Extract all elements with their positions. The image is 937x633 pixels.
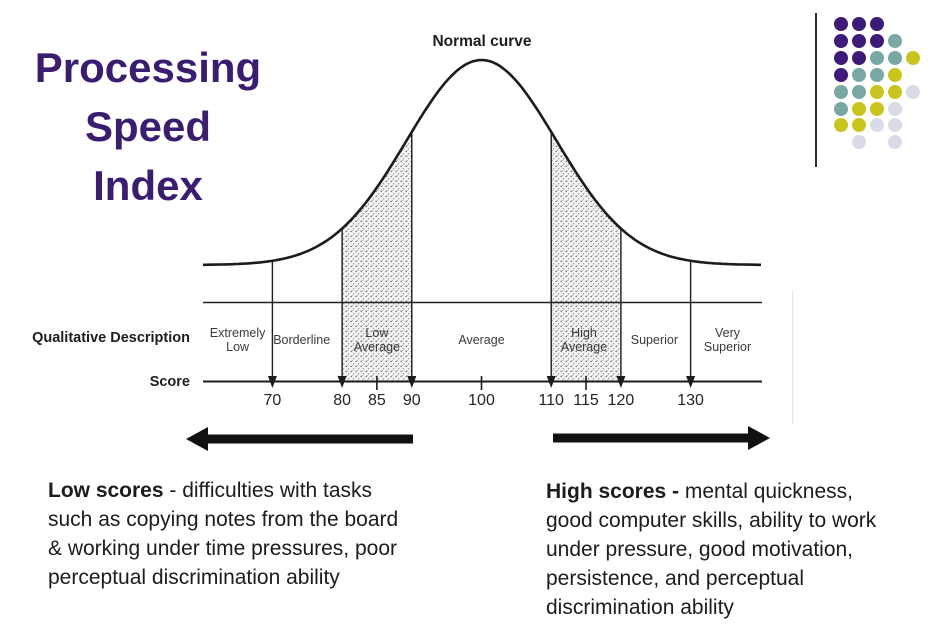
decoration-dot	[888, 101, 902, 116]
decoration-dot	[888, 50, 902, 65]
decoration-dot	[888, 33, 902, 48]
qualitative-description-label: Qualitative Description	[32, 330, 190, 346]
score-tick-label: 100	[468, 392, 495, 409]
region-label: Superior	[630, 333, 679, 347]
decoration-dot	[870, 17, 884, 31]
score-tick-label: 80	[333, 392, 351, 409]
decoration-vertical-line	[815, 13, 817, 167]
decoration-dot	[834, 17, 848, 31]
decoration-dot	[852, 50, 866, 65]
decoration-dot	[906, 50, 920, 65]
bell-curve	[203, 58, 761, 267]
decoration-dot	[870, 67, 884, 82]
note-line: under pressure, good motivation,	[546, 538, 854, 561]
decoration-dot	[906, 84, 920, 99]
score-tick-label: 115	[573, 392, 599, 409]
decoration-dot	[888, 67, 902, 82]
decoration-dot	[852, 118, 866, 133]
decoration-dot	[852, 84, 866, 99]
note-line: perceptual discrimination ability	[48, 566, 340, 589]
region-label: Average	[458, 333, 505, 347]
high-scores-arrow	[553, 426, 770, 450]
decoration-dot	[834, 118, 848, 133]
decoration-dot	[870, 84, 884, 99]
decoration-dot	[852, 101, 866, 116]
score-tick-label: 90	[402, 392, 421, 409]
note-line: discrimination ability	[546, 596, 734, 619]
score-axis-label: Score	[149, 374, 190, 390]
region-label: Extremely Low	[209, 326, 266, 354]
score-tick-label: 70	[263, 392, 282, 409]
note-line: persistence, and perceptual	[546, 567, 804, 590]
curve-title-label: Normal curve	[432, 33, 532, 50]
decoration-dot	[870, 118, 884, 133]
low-scores-arrow	[186, 427, 413, 451]
score-tick-label: 85	[367, 392, 386, 409]
decoration-dot	[834, 50, 848, 65]
region-label: Very Superior	[703, 326, 752, 354]
score-tick-label: 130	[677, 392, 704, 409]
decoration-dot	[870, 33, 884, 48]
decoration-dot	[888, 84, 902, 99]
decoration-dot	[870, 50, 884, 65]
note-line: good computer skills, ability to work	[546, 509, 877, 532]
decoration-dot	[852, 67, 866, 82]
decoration-dot	[888, 118, 902, 133]
note-line: High scores - mental quickness,	[546, 480, 853, 503]
slide-title: Processing Speed Index	[34, 44, 262, 209]
decoration-dot	[834, 67, 848, 82]
score-tick-label: 110	[538, 392, 564, 409]
decoration-dot	[870, 101, 884, 116]
note-line: Low scores - difficulties with tasks	[48, 479, 373, 502]
decoration-dot	[852, 33, 866, 48]
decoration-dot	[834, 84, 848, 99]
note-line: & working under time pressures, poor	[48, 537, 397, 560]
low-scores-note: Low scores - difficulties with tasks suc…	[48, 476, 398, 592]
decoration-dot	[834, 101, 848, 116]
decoration-dot	[888, 135, 902, 150]
decoration-dot	[852, 135, 866, 150]
decoration-dot	[852, 17, 866, 31]
note-heading: Low scores	[48, 479, 164, 502]
high-scores-note: High scores - mental quickness, good com…	[546, 477, 876, 622]
region-label: Borderline	[273, 333, 331, 347]
note-line: such as copying notes from the board	[48, 508, 399, 531]
region-label: High Average	[560, 326, 608, 354]
placeholder-edge-line	[792, 290, 793, 424]
decoration-dot	[834, 33, 848, 48]
region-label: Low Average	[353, 326, 401, 354]
note-heading: High scores -	[546, 480, 680, 503]
score-tick-label: 120	[607, 392, 635, 409]
